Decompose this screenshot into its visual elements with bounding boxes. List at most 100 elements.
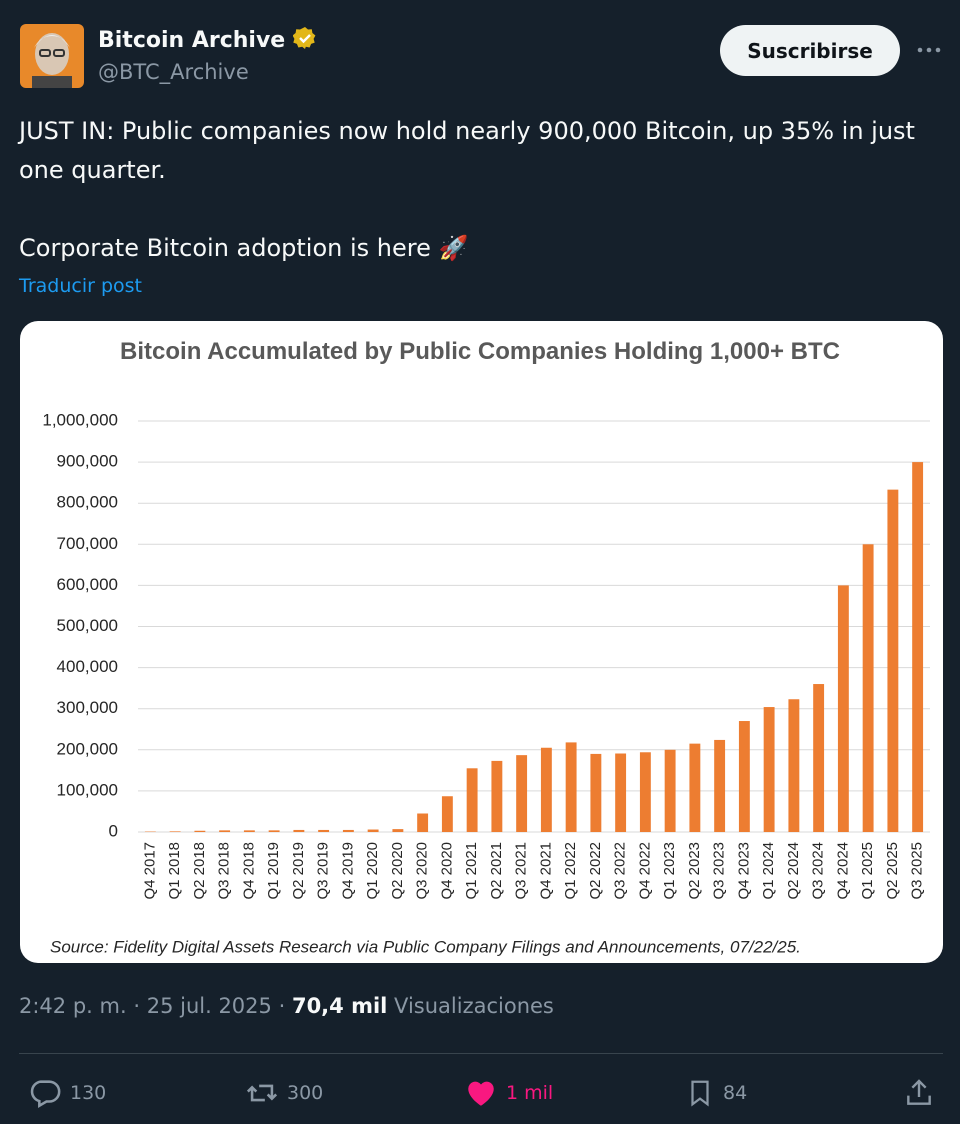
bar: [268, 830, 280, 832]
bar: [639, 752, 651, 832]
x-tick-label: Q3 2020: [414, 842, 431, 900]
chart-image[interactable]: Bitcoin Accumulated by Public Companies …: [20, 321, 943, 963]
avatar[interactable]: [20, 24, 84, 88]
tweet-meta: 2:42 p. m. · 25 jul. 2025 · 70,4 mil Vis…: [19, 994, 554, 1018]
bar: [516, 755, 528, 832]
bar: [540, 747, 552, 832]
like-button[interactable]: 1 mil: [464, 1076, 553, 1110]
x-tick-label: Q3 2019: [315, 842, 332, 900]
repost-button[interactable]: 300: [245, 1076, 323, 1110]
x-tick-label: Q4 2022: [636, 842, 653, 900]
bar: [194, 830, 206, 832]
x-tick-label: Q3 2024: [810, 842, 827, 900]
x-tick-label: Q3 2023: [711, 842, 728, 900]
date: 25 jul. 2025: [146, 994, 272, 1018]
tweet-text: JUST IN: Public companies now hold nearl…: [19, 117, 915, 184]
x-tick-label: Q2 2022: [587, 842, 604, 900]
bar: [689, 743, 701, 832]
bar: [763, 707, 775, 832]
chart: 0 100,000 200,000 300,000 400,000 500,000 600,…: [42, 410, 930, 956]
x-tick-label: Q2 2018: [191, 842, 208, 900]
translate-link[interactable]: Traducir post: [19, 275, 142, 297]
x-tick-label: Q4 2020: [438, 842, 455, 900]
bar: [813, 684, 825, 832]
bar: [565, 742, 577, 832]
x-tick-label: Q2 2019: [290, 842, 307, 900]
y-tick-label: 900,000: [57, 452, 118, 471]
x-tick-label: Q1 2021: [463, 842, 480, 900]
bar: [615, 753, 627, 832]
y-tick-label: 800,000: [57, 493, 118, 512]
x-tick-label: Q4 2023: [735, 842, 752, 900]
x-tick-label: Q1 2022: [562, 842, 579, 900]
x-tick-label: Q1 2018: [166, 842, 183, 900]
bar: [887, 489, 899, 832]
author-name-text: Bitcoin Archive: [98, 28, 286, 53]
bar: [219, 830, 231, 832]
bar: [392, 829, 404, 832]
y-tick-label: 500,000: [57, 616, 118, 635]
repost-count: 300: [287, 1082, 324, 1104]
x-tick-label: Q2 2023: [686, 842, 703, 900]
x-tick-label: Q3 2021: [513, 842, 530, 900]
share-button[interactable]: [903, 1076, 935, 1110]
bar: [837, 585, 849, 832]
x-tick-label: Q4 2024: [834, 842, 851, 900]
bar: [342, 829, 354, 832]
x-tick-label: Q2 2020: [389, 842, 406, 900]
y-tick-label: 700,000: [57, 534, 118, 553]
y-tick-label: 0: [109, 821, 118, 840]
like-icon: [468, 1081, 494, 1106]
bar: [367, 829, 379, 832]
x-tick-label: Q2 2025: [884, 842, 901, 900]
bookmark-count: 84: [723, 1082, 748, 1104]
bar: [466, 768, 478, 832]
bar: [243, 830, 255, 832]
chart-source: Source: Fidelity Digital Assets Research…: [50, 937, 801, 956]
y-tick-label: 600,000: [57, 575, 118, 594]
bar: [441, 796, 453, 832]
x-tick-label: Q1 2024: [760, 842, 777, 900]
reply-count: 130: [70, 1082, 107, 1104]
repost-icon: [246, 1084, 278, 1102]
x-tick-label: Q3 2018: [216, 842, 233, 900]
bar: [664, 749, 676, 832]
bar: [169, 831, 181, 832]
x-tick-label: Q4 2018: [240, 842, 257, 900]
views-count: 70,4 mil: [291, 994, 388, 1018]
bar: [738, 721, 750, 832]
bar: [318, 829, 330, 832]
x-tick-label: Q1 2019: [265, 842, 282, 900]
bookmark-icon: [691, 1080, 709, 1107]
y-tick-label: 200,000: [57, 739, 118, 758]
author-name[interactable]: Bitcoin Archive: [98, 26, 317, 53]
bar: [293, 829, 305, 832]
x-tick-label: Q4 2019: [339, 842, 356, 900]
x-tick-label: Q4 2021: [537, 842, 554, 900]
bar: [590, 753, 602, 832]
bar: [862, 544, 874, 832]
separator: ·: [278, 994, 286, 1018]
x-tick-label: Q1 2023: [661, 842, 678, 900]
time: 2:42 p. m.: [19, 994, 127, 1018]
bar: [714, 739, 726, 832]
y-tick-label: 300,000: [57, 698, 118, 717]
x-tick-label: Q3 2022: [612, 842, 629, 900]
reply-icon: [30, 1080, 61, 1109]
bar: [491, 760, 503, 832]
y-tick-label: 1,000,000: [42, 410, 118, 429]
bookmark-button[interactable]: 84: [685, 1076, 747, 1110]
x-tick-label: Q2 2024: [785, 842, 802, 900]
more-menu[interactable]: [916, 40, 942, 60]
x-tick-label: Q1 2025: [859, 842, 876, 900]
bar: [788, 699, 800, 832]
x-tick-label: Q2 2021: [488, 842, 505, 900]
views-label: Visualizaciones: [394, 994, 554, 1018]
subscribe-button[interactable]: Suscribirse: [720, 25, 900, 76]
reply-button[interactable]: 130: [28, 1076, 106, 1110]
x-tick-label: Q3 2025: [909, 842, 926, 900]
tweet-text: Corporate Bitcoin adoption is here 🚀: [19, 234, 469, 262]
bar: [417, 813, 429, 832]
verified-badge: [292, 27, 316, 49]
